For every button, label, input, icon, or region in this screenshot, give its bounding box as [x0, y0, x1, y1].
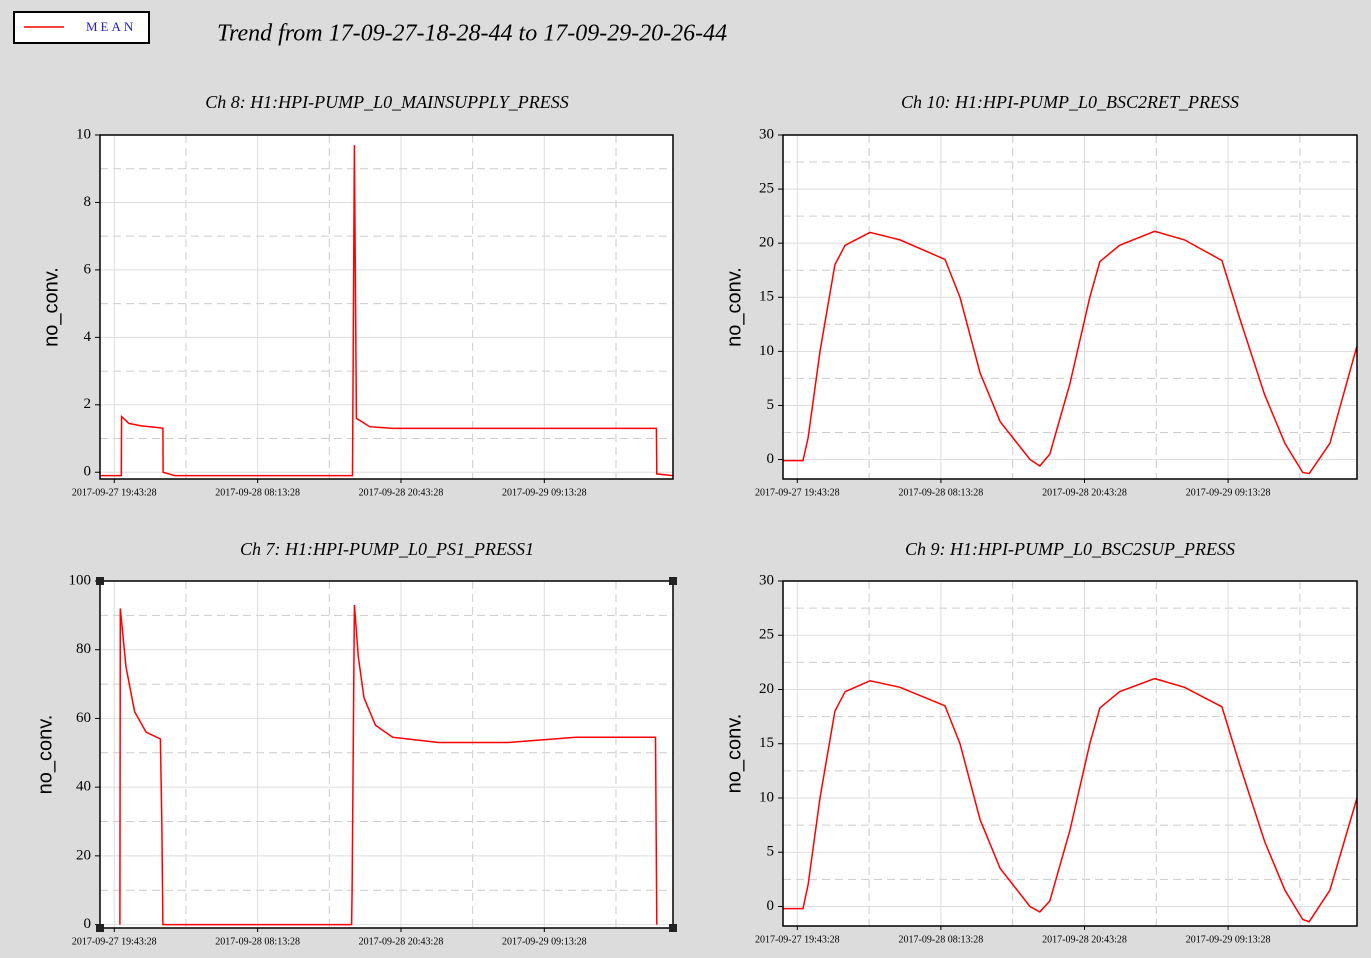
plot-area — [783, 581, 1357, 926]
y-tick-label: 15 — [759, 289, 774, 305]
y-tick-label: 0 — [84, 464, 92, 480]
x-tick-label: 2017-09-28 20:43:28 — [1042, 934, 1127, 945]
y-tick-label: 10 — [76, 126, 91, 142]
chart-title: Ch 10: H1:HPI-PUMP_L0_BSC2RET_PRESS — [901, 92, 1239, 112]
y-tick-label: 20 — [759, 235, 774, 251]
series-line — [100, 145, 674, 477]
y-axis-label: no_conv. — [40, 267, 62, 347]
x-tick-label: 2017-09-28 08:13:28 — [215, 936, 300, 947]
x-tick-label: 2017-09-29 09:13:28 — [502, 487, 587, 498]
x-tick-label: 2017-09-29 09:13:28 — [1186, 487, 1271, 498]
y-tick-label: 40 — [76, 779, 91, 795]
y-axis-label: no_conv. — [723, 714, 745, 794]
y-tick-label: 80 — [76, 641, 91, 657]
series-line — [783, 230, 1358, 475]
plot-frame — [782, 580, 1358, 927]
y-tick-label: 25 — [759, 627, 774, 643]
y-tick-label: 20 — [759, 681, 774, 697]
y-tick-label: 0 — [767, 898, 775, 914]
selection-handle — [669, 924, 677, 932]
legend-label: MEAN — [86, 19, 136, 34]
x-tick-label: 2017-09-28 20:43:28 — [359, 936, 444, 947]
selection-handle — [96, 924, 104, 932]
x-tick-label: 2017-09-27 19:43:28 — [72, 936, 157, 947]
plot-clip — [100, 135, 673, 479]
x-tick-label: 2017-09-28 08:13:28 — [899, 934, 984, 945]
plot-frame — [99, 580, 674, 929]
plot-clip — [100, 581, 673, 928]
x-tick-label: 2017-09-29 09:13:28 — [502, 936, 587, 947]
x-tick-label: 2017-09-27 19:43:28 — [755, 487, 840, 498]
plot-clip — [783, 581, 1357, 926]
plot-frame — [99, 134, 674, 480]
y-tick-label: 20 — [76, 847, 91, 863]
y-axis-label: no_conv. — [723, 267, 745, 347]
y-tick-label: 30 — [759, 572, 774, 588]
x-tick-label: 2017-09-28 08:13:28 — [215, 487, 300, 498]
x-tick-label: 2017-09-27 19:43:28 — [755, 934, 840, 945]
x-tick-label: 2017-09-28 20:43:28 — [1042, 487, 1127, 498]
y-tick-label: 15 — [759, 735, 774, 751]
chart-title: Ch 7: H1:HPI-PUMP_L0_PS1_PRESS1 — [240, 539, 534, 559]
chart-title: Ch 8: H1:HPI-PUMP_L0_MAINSUPPLY_PRESS — [205, 92, 569, 112]
page-title: Trend from 17-09-27-18-28-44 to 17-09-29… — [217, 21, 727, 47]
selection-handles — [96, 577, 677, 932]
y-tick-label: 4 — [84, 329, 92, 345]
y-tick-label: 6 — [84, 261, 92, 277]
plot-clip — [783, 135, 1357, 479]
y-tick-label: 10 — [759, 343, 774, 359]
x-tick-label: 2017-09-28 08:13:28 — [899, 487, 984, 498]
y-tick-label: 0 — [767, 451, 775, 467]
x-tick-label: 2017-09-28 20:43:28 — [359, 487, 444, 498]
series-line — [783, 677, 1358, 923]
x-tick-label: 2017-09-27 19:43:28 — [72, 487, 157, 498]
y-tick-label: 60 — [76, 710, 91, 726]
y-tick-label: 5 — [767, 397, 775, 413]
plot-area — [100, 581, 673, 928]
y-tick-label: 10 — [759, 789, 774, 805]
y-tick-label: 2 — [84, 396, 92, 412]
y-tick-label: 0 — [84, 916, 92, 932]
x-tick-label: 2017-09-29 09:13:28 — [1186, 934, 1271, 945]
y-axis-label: no_conv. — [34, 715, 56, 795]
y-tick-label: 5 — [767, 844, 775, 860]
series-line — [119, 604, 658, 926]
selection-handle — [669, 577, 677, 585]
y-tick-label: 30 — [759, 126, 774, 142]
selection-handle — [96, 577, 104, 585]
chart-title: Ch 9: H1:HPI-PUMP_L0_BSC2SUP_PRESS — [905, 539, 1235, 559]
y-tick-label: 8 — [84, 194, 92, 210]
plot-area — [783, 135, 1357, 479]
plot-area — [100, 135, 673, 479]
plot-frame — [782, 134, 1358, 480]
y-tick-label: 100 — [69, 572, 92, 588]
y-tick-label: 25 — [759, 181, 774, 197]
